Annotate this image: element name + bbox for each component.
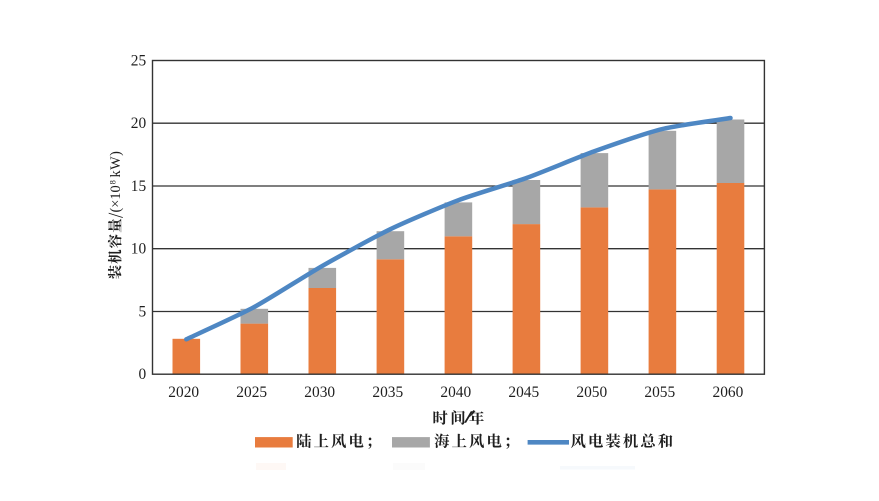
svg-text:2045: 2045 [508, 384, 539, 401]
svg-text:20: 20 [131, 115, 147, 132]
svg-text:(×10: (×10 [108, 185, 124, 212]
svg-text:25: 25 [131, 53, 147, 70]
svg-text:kW): kW) [108, 151, 124, 178]
svg-text:2020: 2020 [168, 384, 199, 401]
svg-text:2060: 2060 [713, 384, 744, 401]
svg-text:8: 8 [108, 180, 118, 184]
svg-text:0: 0 [138, 366, 146, 383]
svg-text:2055: 2055 [644, 384, 675, 401]
svg-text:5: 5 [138, 304, 146, 321]
svg-text:2040: 2040 [440, 384, 471, 401]
svg-text:2035: 2035 [372, 384, 403, 401]
svg-text:2030: 2030 [304, 384, 335, 401]
svg-text:10: 10 [131, 241, 147, 258]
svg-text:2050: 2050 [576, 384, 607, 401]
svg-text:2025: 2025 [236, 384, 267, 401]
svg-text:15: 15 [131, 178, 147, 195]
